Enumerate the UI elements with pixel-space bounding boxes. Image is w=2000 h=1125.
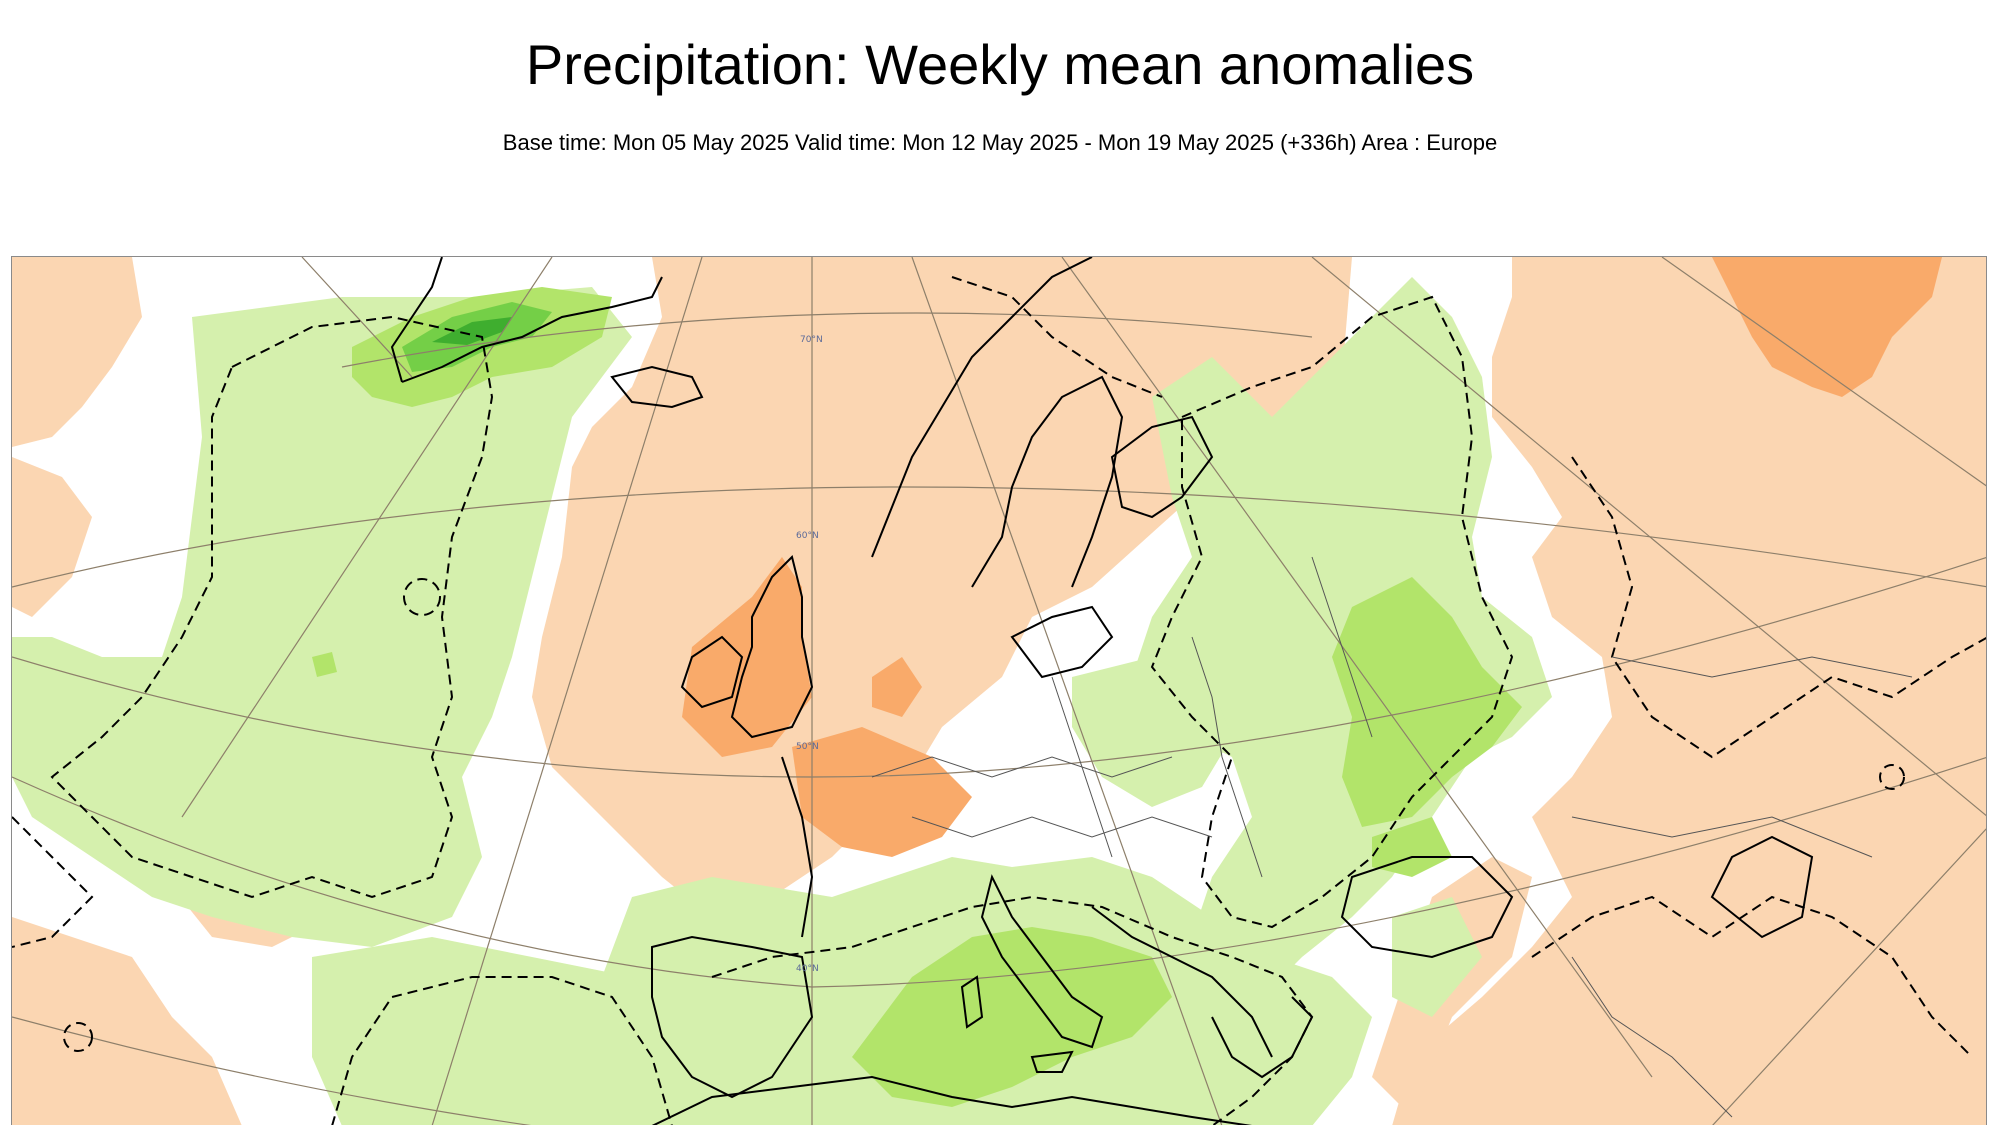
dry-region-atlantic-southwest <box>12 917 242 1125</box>
contour-west-iberia <box>331 976 673 1125</box>
wet-anomaly-medium-regions <box>312 577 1522 1107</box>
dry-region-russia-east <box>1392 257 1986 1125</box>
dry-region-france <box>792 727 972 857</box>
contour-turkey <box>1531 895 1973 1058</box>
map-title: Precipitation: Weekly mean anomalies <box>525 33 1475 96</box>
border-6 <box>1611 656 1913 678</box>
dry-region-benelux <box>872 657 922 717</box>
coast-sardinia <box>960 975 984 1029</box>
border-2 <box>911 816 1213 838</box>
wet-region-aegean <box>1392 897 1482 1017</box>
coastlines <box>390 257 1814 1125</box>
latitude-70n <box>341 312 1313 368</box>
wet-region-italy <box>852 927 1172 1107</box>
map-subtitle: Base time: Mon 05 May 2025 Valid time: M… <box>502 130 1498 155</box>
coast-greece <box>1211 996 1314 1079</box>
wet-region-eastern-europe <box>1372 817 1452 877</box>
coast-finland <box>1110 415 1214 519</box>
coast-sicily <box>1030 1050 1074 1073</box>
coast-baltic <box>1010 605 1114 679</box>
coast-norway <box>871 257 1093 558</box>
coast-france-west <box>781 756 814 938</box>
coast-ireland <box>680 635 744 709</box>
border-4 <box>1191 636 1263 878</box>
contour-atlantic-west <box>12 816 94 948</box>
meridian-west-3 <box>301 257 413 378</box>
dry-anomaly-medium-regions <box>682 257 1942 857</box>
coast-italy <box>980 874 1104 1049</box>
coast-north-africa <box>651 1075 1253 1125</box>
contour-small-circle-3 <box>1879 764 1905 790</box>
coast-sweden-finland <box>971 375 1124 588</box>
lat-label-40n: 40°N <box>796 964 819 974</box>
dry-region-ural-north <box>1712 257 1942 397</box>
significance-contours <box>12 276 1986 1125</box>
dry-region-atlantic-west <box>12 457 92 617</box>
border-8 <box>1571 956 1733 1118</box>
dry-region-greenland-west <box>12 257 142 447</box>
meridian-east-2 <box>1061 257 1653 1078</box>
meridian-west-2 <box>181 257 553 818</box>
coast-greenland-west <box>390 257 443 383</box>
border-1 <box>871 756 1173 778</box>
wet-region-greenland-darkest <box>432 317 512 345</box>
border-7 <box>1571 816 1873 858</box>
contour-mediterranean <box>711 895 1314 1125</box>
contour-north-atlantic <box>50 315 494 899</box>
coast-britain <box>730 555 814 739</box>
wet-region-balkans <box>1072 657 1232 807</box>
meridian-west-1 <box>431 257 703 1125</box>
map-svg: 70°N 60°N 50°N 40°N <box>12 257 1986 1125</box>
meridian-east-1 <box>911 257 1223 1125</box>
dry-region-scandinavia-north <box>912 257 1352 427</box>
coast-iceland <box>610 365 704 409</box>
coast-balkans <box>1091 906 1273 1058</box>
contour-small-circle-1 <box>403 578 441 616</box>
meridian-east-5 <box>1712 828 1986 1125</box>
border-3 <box>1051 676 1113 858</box>
lat-label-50n: 50°N <box>796 742 819 752</box>
wet-region-iberia-atlantic <box>312 937 712 1125</box>
wet-region-atlantic-spot <box>312 652 337 677</box>
coast-black-sea <box>1340 856 1514 959</box>
meridian-east-3 <box>1311 257 1986 817</box>
lat-label-60n: 60°N <box>796 531 819 541</box>
coast-greenland <box>401 276 663 383</box>
wet-region-ukraine <box>1332 577 1522 827</box>
latitude-40n <box>12 757 1986 988</box>
coast-caspian <box>1710 835 1814 939</box>
contour-small-circle-2 <box>63 1022 93 1052</box>
coast-iberia <box>651 935 814 1099</box>
dry-region-british-isles <box>682 557 812 757</box>
contour-east-edge <box>1571 456 1986 759</box>
latitude-60n <box>12 486 1986 588</box>
wet-region-north-atlantic <box>12 287 632 947</box>
border-5 <box>1311 556 1373 738</box>
latitude-50n <box>12 557 1986 778</box>
precipitation-anomaly-map[interactable]: 70°N 60°N 50°N 40°N <box>11 256 1987 1125</box>
contour-russia <box>1150 295 1514 929</box>
contour-north-europe <box>951 276 1163 398</box>
latitude-30n <box>12 1016 532 1125</box>
graticule <box>12 257 1986 1125</box>
country-borders <box>871 556 1913 1118</box>
lat-label-70n: 70°N <box>800 335 823 345</box>
meridian-east-4 <box>1661 257 1986 487</box>
